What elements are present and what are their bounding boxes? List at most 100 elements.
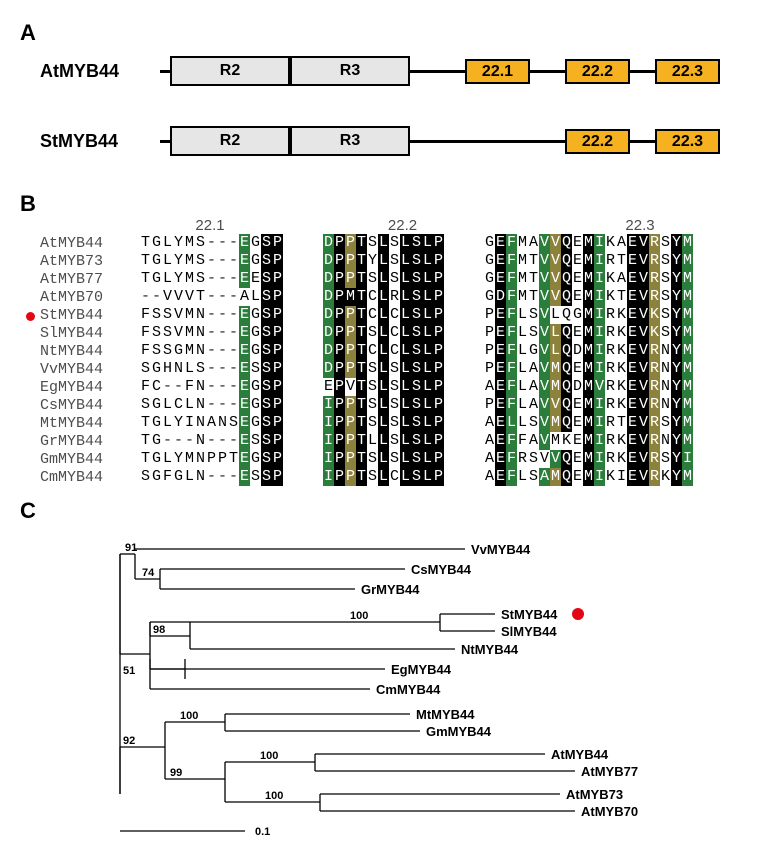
alignment-block: GDFMTVVQEMIKTEVRSYM	[484, 288, 693, 306]
alignment-row: AtMYB70--VVVT---ALSP DPMTCLRLSLP GDFMTVVQE…	[40, 288, 751, 306]
tree-leaf-label: MtMYB44	[416, 707, 475, 722]
taxon-name: CsMYB44	[40, 397, 140, 414]
alignment-block: TGLYMS---EESP	[140, 270, 283, 288]
tree-leaf-label: GmMYB44	[426, 724, 492, 739]
tree-leaf-label: CsMYB44	[411, 562, 472, 577]
domain-box: 22.1	[465, 59, 530, 84]
alignment-block: IPPTSLSLSLP	[323, 414, 444, 432]
alignment-block: DPPTSLSLSLP	[323, 360, 444, 378]
alignment-row: VvMYB44SGHNLS---ESSP DPPTSLSLSLP PEFLAVMQE…	[40, 360, 751, 378]
alignment-block: --VVVT---ALSP	[140, 288, 283, 306]
panel-c: VvMYB44CsMYB44GrMYB44StMYB44SlMYB44NtMYB…	[20, 539, 751, 839]
domain-box: 22.3	[655, 129, 720, 154]
motif-headers: 22.122.222.3	[145, 217, 751, 234]
taxon-name: SlMYB44	[40, 325, 140, 342]
alignment-block: DPPTSLCLSLP	[323, 324, 444, 342]
alignment-block: AELLSVMQEMIRTEVRSYM	[484, 414, 693, 432]
alignment-block: SGHNLS---ESSP	[140, 360, 283, 378]
alignment-block: AEFRSVVQEMIRKEVRSYI	[484, 450, 693, 468]
alignment-block: SGFGLN---ESSP	[140, 468, 283, 486]
tree-leaf-label: VvMYB44	[471, 542, 531, 557]
tree-leaf-label: AtMYB73	[566, 787, 623, 802]
tree-leaf-label: CmMYB44	[376, 682, 441, 697]
taxon-name: GmMYB44	[40, 451, 140, 468]
taxon-name: StMYB44	[40, 307, 140, 324]
alignment-row: StMYB44FSSVMN---EGSPDPPTCLCLSLPPEFLSVLQG…	[40, 306, 751, 324]
bootstrap-value: 74	[142, 567, 155, 579]
taxon-name: MtMYB44	[40, 415, 140, 432]
tree-leaf-label: AtMYB70	[581, 804, 638, 819]
alignment-row: GmMYB44TGLYMNPPTEGSP IPPTSLSLSLP AEFRSVVQE…	[40, 450, 751, 468]
taxon-name: NtMYB44	[40, 343, 140, 360]
taxon-name: AtMYB73	[40, 253, 140, 270]
alignment-row: NtMYB44FSSGMN---EGSPDPPTCLCLSLPPEFLGVLQD…	[40, 342, 751, 360]
alignment-block: EPVTSLSLSLP	[323, 378, 444, 396]
taxon-name: CmMYB44	[40, 469, 140, 486]
gene-row: AtMYB44R2R322.122.222.3	[20, 51, 750, 91]
taxon-name: GrMYB44	[40, 433, 140, 450]
alignment-block: PEFLAVVQEMIRKEVRNYM	[484, 396, 693, 414]
alignment-block: TGLYINANSEGSP	[140, 414, 283, 432]
tree-leaf-label: GrMYB44	[361, 582, 420, 597]
tree-leaf-label: AtMYB77	[581, 764, 638, 779]
phylo-tree: VvMYB44CsMYB44GrMYB44StMYB44SlMYB44NtMYB…	[20, 539, 740, 839]
panel-c-label: C	[20, 498, 751, 524]
gene-name: AtMYB44	[40, 61, 119, 82]
alignment-block: IPPTSLCLSLP	[323, 468, 444, 486]
taxon-name: EgMYB44	[40, 379, 140, 396]
bootstrap-value: 100	[350, 610, 368, 622]
alignment-block: PEFLSVLQEMIRKEVKSYM	[484, 324, 693, 342]
alignment-block: AEFFAVMKEMIRKEVRNYM	[484, 432, 693, 450]
alignment-block: DPMTCLRLSLP	[323, 288, 444, 306]
alignment-block: TGLYMNPPTEGSP	[140, 450, 283, 468]
alignment-block: SGLCLN---EGSP	[140, 396, 283, 414]
tree-leaf-label: AtMYB44	[551, 747, 609, 762]
domain-box: 22.2	[565, 129, 630, 154]
domain-box: 22.2	[565, 59, 630, 84]
alignment-row: CsMYB44SGLCLN---EGSP IPPTSLSLSLP PEFLAVVQE…	[40, 396, 751, 414]
taxon-name: VvMYB44	[40, 361, 140, 378]
gene-row: StMYB44R2R322.222.3	[20, 121, 750, 161]
alignment-row: EgMYB44FC--FN---EGSP EPVTSLSLSLP AEFLAVMQD…	[40, 378, 751, 396]
alignment-row: AtMYB77TGLYMS---EESPDPPTSLSLSLPGEFMTVVQE…	[40, 270, 751, 288]
alignment-block: IPPTSLSLSLP	[323, 396, 444, 414]
alignment-block: DPPTYLSLSLP	[323, 252, 444, 270]
alignment-block: GEFMTVVQEMIKAEVRSYM	[484, 270, 693, 288]
bootstrap-value: 91	[125, 542, 137, 554]
bootstrap-value: 100	[265, 790, 283, 802]
panel-b-label: B	[20, 191, 751, 217]
alignment-block: FSSGMN---EGSP	[140, 342, 283, 360]
motif-header: 22.1	[145, 217, 275, 234]
taxon-name: AtMYB44	[40, 235, 140, 252]
alignment-row: AtMYB44TGLYMS---EGSPDPPTSLSLSLPGEFMAVVQE…	[40, 234, 751, 252]
domain-box: R3	[290, 56, 410, 86]
panel-b: 22.122.222.3 AtMYB44TGLYMS---EGSPDPPTSLS…	[20, 217, 751, 486]
bootstrap-value: 100	[260, 750, 278, 762]
gene-name: StMYB44	[40, 131, 118, 152]
tree-leaf-label: SlMYB44	[501, 624, 557, 639]
alignment-block: AEFLSAMQEMIKIEVRKYM	[484, 468, 693, 486]
alignment-block: FSSVMN---EGSP	[140, 324, 283, 342]
alignment-block: IPPTLLSLSLP	[323, 432, 444, 450]
alignment-block: IPPTSLSLSLP	[323, 450, 444, 468]
alignment-block: TGLYMS---EGSP	[140, 252, 283, 270]
bootstrap-value: 100	[180, 710, 198, 722]
panel-a: AtMYB44R2R322.122.222.3StMYB44R2R322.222…	[20, 46, 751, 181]
alignment-block: DPPTCLCLSLP	[323, 342, 444, 360]
panel-a-label: A	[20, 20, 751, 46]
tree-leaf-label: EgMYB44	[391, 662, 452, 677]
alignment-block: DPPTSLSLSLP	[323, 234, 444, 252]
alignment-block: FC--FN---EGSP	[140, 378, 283, 396]
bootstrap-value: 98	[153, 624, 165, 636]
alignment-row: CmMYB44SGFGLN---ESSP IPPTSLCLSLP AEFLSAMQE…	[40, 468, 751, 486]
taxon-name: AtMYB70	[40, 289, 140, 306]
alignment-block: PEFLAVMQEMIRKEVRNYM	[484, 360, 693, 378]
bootstrap-value: 99	[170, 767, 182, 779]
alignment-block: DPPTCLCLSLP	[323, 306, 444, 324]
domain-box: R2	[170, 56, 290, 86]
tree-leaf-label: NtMYB44	[461, 642, 519, 657]
alignment-block: DPPTSLSLSLP	[323, 270, 444, 288]
alignment-block: AEFLAVMQDMVRKEVRNYM	[484, 378, 693, 396]
alignment-block: FSSVMN---EGSP	[140, 306, 283, 324]
alignment-block: GEFMAVVQEMIKAEVRSYM	[484, 234, 693, 252]
